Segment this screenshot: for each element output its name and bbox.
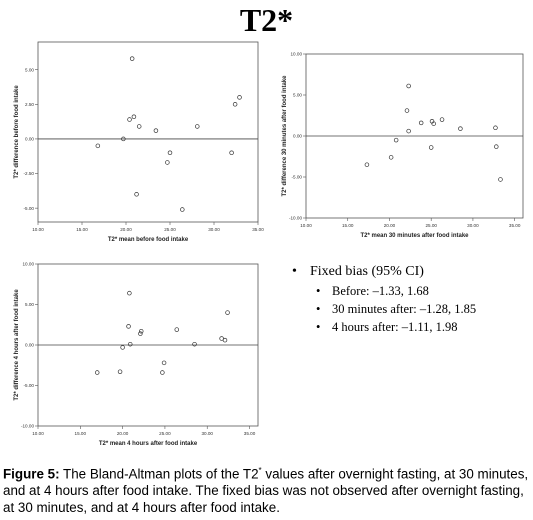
x-axis-label: T2* mean 30 minutes after food intake [360, 233, 469, 239]
data-point [153, 128, 159, 133]
x-tick-label: 25.00 [425, 223, 437, 228]
x-axis-label: T2* mean 4 hours after food intake [99, 441, 198, 447]
bland-altman-30min-plot: 10.00 15.00 20.00 25.00 30.00 35.00 -10.00 -5.0… [282, 52, 524, 239]
x-tick-label: 30.00 [467, 223, 479, 228]
x-tick-label: 10.00 [32, 431, 44, 436]
data-point [174, 327, 180, 332]
data-point [406, 83, 411, 89]
data-point [127, 290, 132, 296]
data-point [134, 192, 139, 197]
y-tick-label: -5.00 [292, 175, 303, 180]
y-tick-label: 2.50 [25, 102, 34, 107]
data-point [138, 328, 144, 334]
data-point [439, 117, 445, 122]
y-tick-label: 5.00 [25, 67, 34, 72]
bland-altman-4h-plot: 10.00 15.00 20.00 25.00 30.00 35.00 -10.00 -5.0… [14, 262, 259, 447]
data-point [120, 345, 125, 350]
data-point [165, 160, 170, 165]
x-tick-label: 15.00 [76, 227, 88, 232]
data-point [388, 155, 394, 160]
legend-item-before: • Before: –1.33, 1.68 [316, 284, 429, 298]
data-point [127, 341, 133, 347]
x-tick-label: 20.00 [117, 431, 129, 436]
y-tick-label: -2.50 [24, 171, 35, 176]
data-point [129, 56, 135, 61]
y-tick-label: 10.00 [23, 262, 35, 267]
y-tick-label: 0.00 [25, 343, 34, 348]
data-point [126, 324, 131, 329]
data-point [117, 369, 123, 374]
data-point [160, 370, 165, 375]
data-point [195, 124, 200, 129]
data-point [180, 207, 185, 212]
y-tick-label: -5.00 [24, 206, 35, 211]
y-tick-label: -10.00 [21, 424, 34, 429]
data-point [192, 341, 197, 347]
y-axis-label: T2* difference 30 minutes after food int… [282, 75, 288, 197]
data-point [431, 121, 436, 126]
data-point [393, 137, 399, 143]
data-point [406, 128, 411, 134]
x-tick-label: 35.00 [252, 227, 264, 232]
legend-heading: • Fixed bias (95% CI) [292, 264, 424, 279]
x-tick-label: 25.00 [164, 227, 176, 232]
data-point [498, 177, 503, 182]
data-point [404, 108, 410, 113]
x-axis-label: T2* mean before food intake [108, 237, 189, 243]
y-tick-label: -5.00 [24, 383, 35, 388]
data-point [127, 117, 132, 122]
x-tick-label: 15.00 [342, 223, 354, 228]
x-tick-label: 30.00 [208, 227, 220, 232]
x-tick-label: 30.00 [201, 431, 213, 436]
y-tick-label: 0.00 [293, 134, 302, 139]
y-axis-label: T2* difference 4 hours after food intake [14, 289, 20, 401]
x-tick-label: 35.00 [244, 431, 256, 436]
x-tick-label: 20.00 [120, 227, 132, 232]
legend-item-30min: • 30 minutes after: –1.28, 1.85 [316, 302, 477, 316]
data-point [121, 136, 126, 142]
y-tick-label: 5.00 [25, 302, 34, 307]
x-tick-label: 10.00 [300, 223, 312, 228]
data-point [225, 310, 230, 315]
y-tick-label: -10.00 [289, 216, 302, 221]
data-point [95, 143, 101, 149]
caption-label: Figure 5: [3, 466, 60, 482]
data-point [167, 150, 173, 156]
data-point [138, 331, 143, 336]
figure-title: T2* [239, 2, 294, 38]
data-point [232, 102, 238, 107]
data-point [229, 150, 234, 156]
figure-caption: Figure 5: The Bland-Altman plots of the … [3, 462, 530, 516]
data-point [428, 145, 434, 150]
data-point [136, 124, 142, 129]
x-tick-label: 25.00 [159, 431, 171, 436]
data-point [418, 120, 424, 126]
data-point [493, 125, 498, 131]
data-point [161, 360, 167, 366]
y-tick-label: 5.00 [293, 93, 302, 98]
fixed-bias-legend: • Fixed bias (95% CI) • Before: –1.33, 1.6… [292, 264, 476, 338]
y-axis-label: T2* difference before food intake [14, 85, 20, 179]
caption-superscript: * [258, 466, 262, 475]
data-point [222, 337, 228, 343]
caption-text-2: values after overnight fasting, at 30 mi… [3, 466, 529, 516]
x-tick-label: 35.00 [509, 223, 521, 228]
data-point [131, 114, 137, 120]
data-point [364, 162, 370, 167]
x-tick-label: 10.00 [32, 227, 44, 232]
data-point [494, 144, 499, 149]
x-tick-label: 20.00 [384, 223, 396, 228]
y-tick-label: 0.00 [25, 137, 34, 142]
data-point [237, 95, 242, 100]
caption-text-1: The Bland-Altman plots of the T2 [59, 466, 259, 482]
bland-altman-before-plot: 10.00 15.00 20.00 25.00 30.00 35.00 -5.00 -2.50… [14, 41, 264, 243]
legend-item-4h: • 4 hours after: –1.11, 1.98 [316, 320, 458, 334]
y-tick-label: 10.00 [291, 52, 303, 57]
data-point [94, 370, 100, 375]
x-tick-label: 15.00 [75, 431, 87, 436]
data-point [458, 126, 463, 131]
plot-frame [37, 41, 259, 223]
